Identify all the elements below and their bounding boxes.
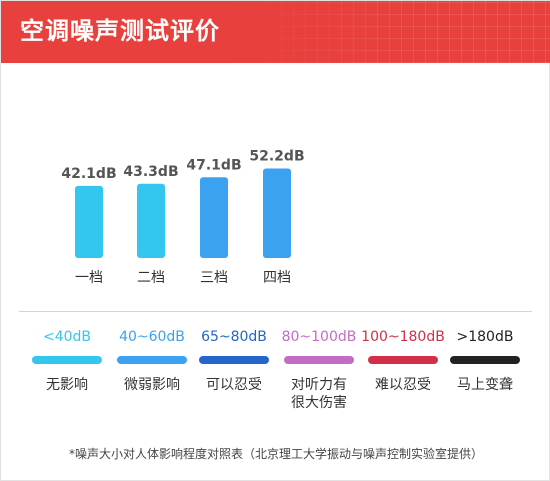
legend-range: >180dB [456, 329, 514, 345]
legend-item-over-180: >180dB 马上变聋 [442, 328, 528, 394]
bar-value-label: 43.3dB [123, 164, 178, 180]
footnote: *噪声大小对人体影响程度对照表（北京理工大学振动与噪声控制实验室提供） [68, 447, 483, 461]
legend-item-100-180: 100~180dB 难以忍受 [360, 328, 446, 394]
legend-color-bar [199, 356, 269, 364]
bar-4 [263, 168, 291, 258]
legend-description: 微弱影响 [124, 377, 180, 393]
bar-1 [75, 185, 103, 258]
legend-range: <40dB [42, 329, 92, 345]
legend-color-bar [368, 356, 438, 364]
legend-item-65-80: 65~80dB 可以忍受 [191, 328, 277, 394]
category-label: 二档 [137, 270, 165, 286]
legend-item-40-60: 40~60dB 微弱影响 [109, 328, 195, 394]
legend-item-under-40: <40dB 无影响 [24, 328, 110, 394]
bar-value-label: 52.2dB [249, 149, 304, 165]
legend-color-bar [117, 356, 187, 364]
bar-value-label: 47.1dB [186, 157, 241, 173]
category-label: 一档 [75, 270, 103, 286]
legend-description: 马上变聋 [457, 377, 513, 393]
legend-description: 对听力有很大伤害 [291, 377, 347, 411]
header-pattern [221, 1, 550, 63]
bar-2 [137, 183, 165, 258]
category-label: 四档 [263, 270, 291, 286]
page-title: 空调噪声测试评价 [20, 17, 220, 45]
legend-item-80-100: 80~100dB 对听力有很大伤害 [276, 328, 362, 412]
legend-color-bar [32, 356, 102, 364]
legend-color-bar [284, 356, 354, 364]
header-banner: 空调噪声测试评价 [1, 1, 550, 63]
bar-3 [200, 177, 228, 258]
legend-range: 65~80dB [201, 329, 267, 345]
legend-description: 可以忍受 [206, 377, 262, 393]
legend-description: 难以忍受 [375, 377, 431, 393]
legend-range: 100~180dB [361, 329, 445, 345]
legend-range: 80~100dB [281, 329, 357, 345]
category-label: 三档 [200, 270, 228, 286]
noise-bar-chart: 42.1dB 一档 43.3dB 二档 47.1dB 三档 52.2dB 四档 [61, 149, 304, 286]
bar-value-label: 42.1dB [61, 166, 116, 182]
legend-range: 40~60dB [119, 329, 185, 345]
divider [19, 311, 532, 312]
legend-color-bar [450, 356, 520, 364]
legend-description: 无影响 [46, 377, 88, 393]
